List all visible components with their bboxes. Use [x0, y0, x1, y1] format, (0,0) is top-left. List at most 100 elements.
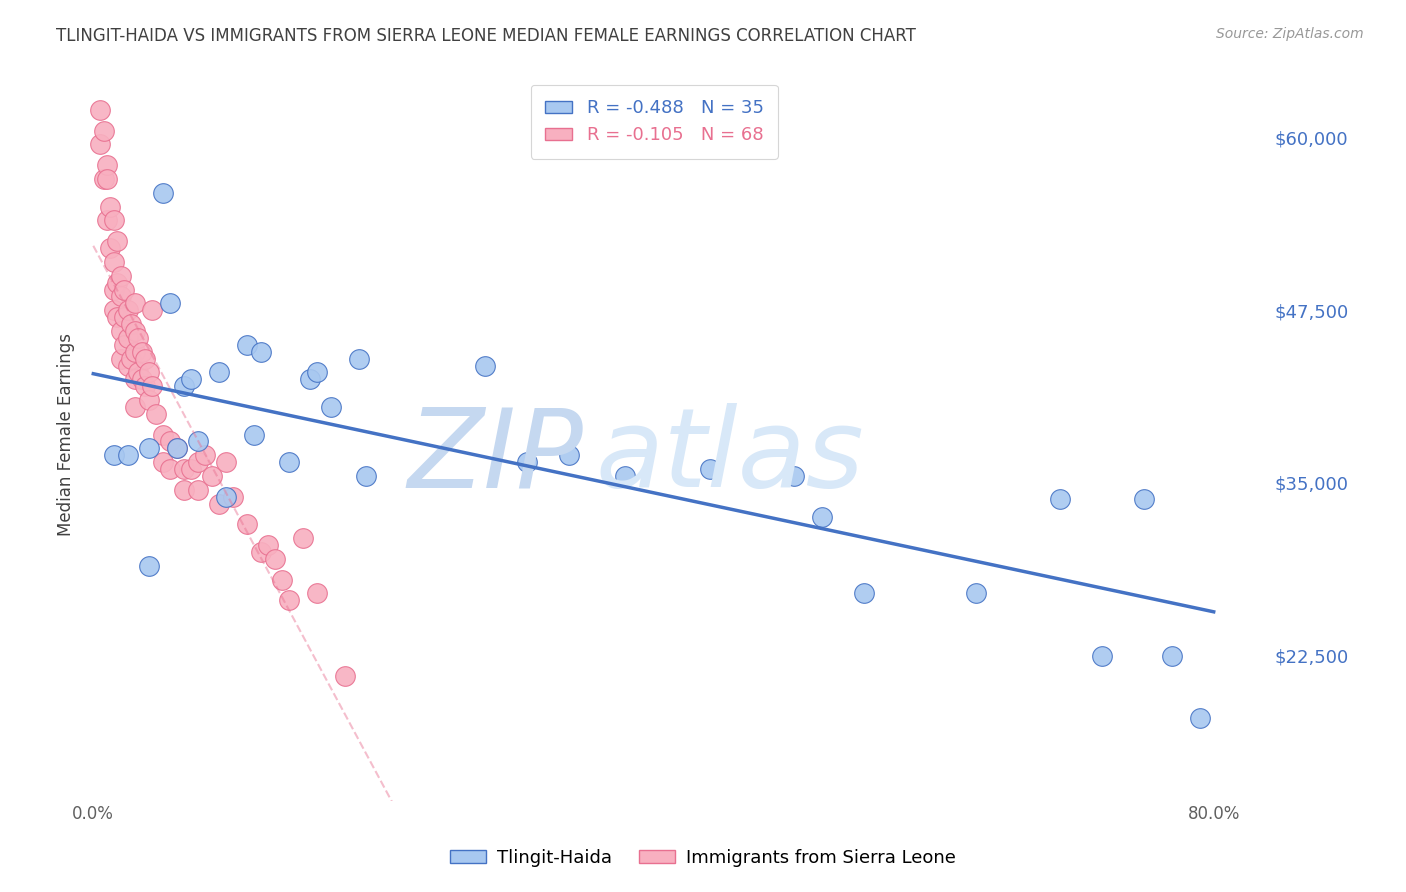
Text: ZIP: ZIP: [408, 403, 583, 510]
Point: [93, 172, 115, 186]
Point: [93, 124, 115, 138]
Point: [159, 434, 181, 449]
Point: [292, 531, 315, 545]
Point: [138, 558, 160, 573]
Point: [250, 344, 273, 359]
Point: [120, 351, 142, 366]
Point: [105, 234, 128, 248]
Point: [1188, 711, 1211, 725]
Point: [124, 400, 146, 414]
Point: [1132, 492, 1154, 507]
Point: [250, 545, 273, 559]
Point: [215, 490, 238, 504]
Point: [134, 351, 156, 366]
Text: Source: ZipAtlas.com: Source: ZipAtlas.com: [1216, 27, 1364, 41]
Point: [110, 268, 132, 283]
Point: [112, 283, 135, 297]
Point: [124, 344, 146, 359]
Point: [208, 366, 231, 380]
Point: [120, 317, 142, 331]
Point: [110, 324, 132, 338]
Point: [810, 510, 832, 524]
Point: [112, 338, 135, 352]
Point: [152, 186, 174, 200]
Point: [98, 200, 121, 214]
Point: [271, 573, 294, 587]
Legend: R = -0.488   N = 35, R = -0.105   N = 68: R = -0.488 N = 35, R = -0.105 N = 68: [530, 85, 778, 159]
Point: [131, 344, 153, 359]
Point: [236, 338, 259, 352]
Point: [356, 469, 378, 483]
Point: [558, 448, 581, 462]
Point: [852, 586, 875, 600]
Point: [307, 586, 329, 600]
Point: [124, 372, 146, 386]
Point: [124, 324, 146, 338]
Point: [194, 448, 217, 462]
Point: [112, 310, 135, 325]
Point: [138, 392, 160, 407]
Point: [127, 331, 149, 345]
Point: [516, 455, 538, 469]
Point: [103, 213, 125, 227]
Point: [141, 303, 163, 318]
Point: [98, 241, 121, 255]
Point: [96, 158, 118, 172]
Point: [307, 366, 329, 380]
Point: [145, 407, 167, 421]
Point: [105, 276, 128, 290]
Point: [782, 469, 804, 483]
Point: [131, 372, 153, 386]
Point: [103, 448, 125, 462]
Point: [117, 448, 139, 462]
Point: [222, 490, 245, 504]
Point: [335, 669, 357, 683]
Point: [173, 379, 195, 393]
Point: [124, 296, 146, 310]
Point: [103, 283, 125, 297]
Point: [134, 379, 156, 393]
Point: [299, 372, 322, 386]
Point: [321, 400, 343, 414]
Point: [1091, 648, 1114, 663]
Point: [173, 462, 195, 476]
Y-axis label: Median Female Earnings: Median Female Earnings: [58, 333, 75, 536]
Point: [180, 462, 202, 476]
Point: [1049, 492, 1071, 507]
Point: [159, 296, 181, 310]
Point: [257, 538, 280, 552]
Point: [215, 455, 238, 469]
Point: [349, 351, 371, 366]
Point: [264, 552, 287, 566]
Point: [117, 303, 139, 318]
Point: [180, 372, 202, 386]
Point: [96, 172, 118, 186]
Point: [138, 442, 160, 456]
Text: atlas: atlas: [595, 403, 863, 510]
Point: [166, 442, 188, 456]
Point: [474, 359, 496, 373]
Text: TLINGIT-HAIDA VS IMMIGRANTS FROM SIERRA LEONE MEDIAN FEMALE EARNINGS CORRELATION: TLINGIT-HAIDA VS IMMIGRANTS FROM SIERRA …: [56, 27, 917, 45]
Point: [117, 359, 139, 373]
Point: [159, 462, 181, 476]
Point: [187, 483, 209, 497]
Point: [152, 427, 174, 442]
Point: [187, 434, 209, 449]
Point: [110, 289, 132, 303]
Point: [166, 442, 188, 456]
Point: [103, 303, 125, 318]
Point: [110, 351, 132, 366]
Point: [103, 255, 125, 269]
Point: [138, 366, 160, 380]
Point: [208, 497, 231, 511]
Point: [105, 310, 128, 325]
Point: [699, 462, 721, 476]
Point: [187, 455, 209, 469]
Point: [243, 427, 266, 442]
Point: [152, 455, 174, 469]
Point: [141, 379, 163, 393]
Point: [89, 103, 111, 117]
Point: [236, 517, 259, 532]
Point: [96, 213, 118, 227]
Legend: Tlingit-Haida, Immigrants from Sierra Leone: Tlingit-Haida, Immigrants from Sierra Le…: [443, 842, 963, 874]
